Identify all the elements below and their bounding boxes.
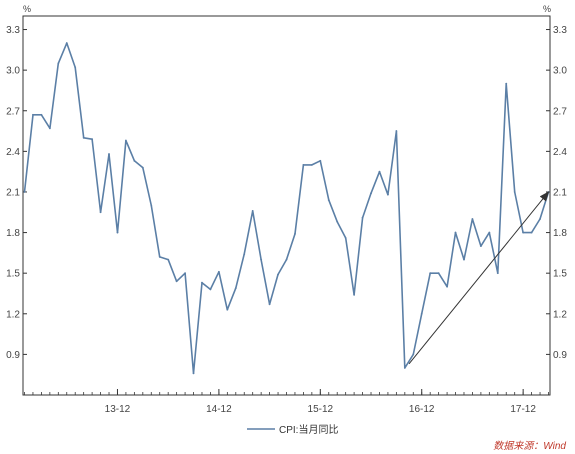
data-point (479, 245, 482, 248)
right-tick-label: 0.9 (553, 350, 567, 361)
data-point (268, 303, 271, 306)
x-axis: 13-12 14-12 15-12 16-12 17-12 (24, 389, 549, 415)
data-point (530, 231, 533, 234)
data-point (454, 231, 457, 234)
right-tick-label: 2.1 (553, 187, 567, 198)
data-point (395, 130, 398, 132)
data-point (285, 258, 288, 261)
data-point (48, 127, 51, 130)
data-point (310, 163, 313, 166)
data-point (57, 62, 60, 65)
x-tick-label: 13-12 (105, 404, 131, 415)
left-tick-label: 3.3 (6, 25, 20, 36)
data-point (420, 312, 423, 315)
data-point (91, 138, 94, 141)
left-tick-label: 2.7 (6, 106, 20, 117)
data-point (463, 258, 465, 261)
data-point (361, 216, 364, 219)
data-point (226, 308, 229, 311)
data-point (378, 170, 381, 173)
right-tick-label: 2.7 (553, 106, 567, 117)
x-tick-label: 16-12 (409, 404, 435, 415)
data-point (446, 285, 448, 288)
data-point (522, 231, 525, 234)
data-point (336, 220, 339, 223)
data-point (260, 258, 263, 261)
data-point (294, 233, 296, 235)
right-tick-label: 1.8 (553, 228, 567, 239)
data-point (32, 113, 34, 116)
data-point (403, 367, 406, 369)
data-point (175, 280, 178, 283)
left-y-axis: 0.9 1.2 1.5 1.8 2.1 2.4 2.7 3.0 3.3 (6, 25, 27, 361)
x-tick-label: 14-12 (206, 404, 232, 415)
data-point (437, 272, 440, 275)
trend-arrow (408, 191, 550, 365)
data-point (387, 193, 389, 196)
left-tick-label: 2.4 (6, 147, 20, 158)
left-tick-label: 1.2 (6, 309, 20, 320)
data-point (125, 139, 127, 142)
data-point (488, 231, 491, 234)
data-point (302, 163, 305, 166)
left-tick-label: 3.0 (6, 66, 20, 77)
right-y-axis: 0.9 1.2 1.5 1.8 2.1 2.4 2.7 3.0 3.3 (546, 25, 567, 361)
data-point (158, 256, 161, 258)
legend-label: CPI:当月同比 (279, 423, 338, 436)
source-label: 数据来源：Wind (493, 440, 566, 452)
data-point (209, 288, 212, 291)
cpi-series-line (23, 42, 550, 375)
data-point (234, 287, 237, 289)
data-point (344, 237, 347, 239)
data-point (23, 191, 26, 193)
data-point (141, 166, 144, 169)
legend: CPI:当月同比 (247, 423, 338, 436)
data-point (150, 204, 153, 207)
data-point (353, 293, 356, 296)
left-tick-label: 1.8 (6, 228, 20, 239)
data-point (539, 218, 541, 220)
right-tick-label: 2.4 (553, 147, 567, 158)
data-point (201, 281, 203, 284)
data-point (184, 272, 186, 275)
data-point (99, 211, 102, 214)
data-point (513, 191, 516, 193)
data-point (192, 372, 195, 375)
data-point (327, 199, 330, 201)
data-point (496, 272, 499, 275)
data-point (370, 192, 372, 195)
data-point (251, 210, 254, 212)
right-tick-label: 3.3 (553, 25, 567, 36)
data-point (319, 159, 322, 162)
right-tick-label: 1.5 (553, 269, 567, 280)
data-point (40, 113, 43, 116)
data-point (108, 153, 110, 155)
data-point (217, 270, 220, 273)
data-point (277, 273, 279, 276)
data-point (412, 353, 415, 356)
data-point (167, 258, 170, 261)
data-point (243, 253, 246, 256)
data-point (65, 42, 68, 44)
right-tick-label: 1.2 (553, 309, 567, 320)
left-axis-unit: % (23, 4, 31, 14)
right-tick-label: 3.0 (553, 66, 567, 77)
data-point (505, 82, 508, 85)
left-tick-label: 2.1 (6, 187, 20, 198)
series-points (23, 42, 550, 375)
data-point (116, 231, 119, 234)
right-axis-unit: % (543, 4, 551, 14)
x-tick-label: 15-12 (308, 404, 334, 415)
x-tick-label: 17-12 (510, 404, 536, 415)
data-point (471, 218, 474, 220)
data-point (133, 159, 136, 162)
data-point (429, 272, 432, 275)
left-tick-label: 0.9 (6, 350, 20, 361)
data-point (74, 66, 77, 69)
left-tick-label: 1.5 (6, 269, 20, 280)
data-point (82, 136, 85, 139)
